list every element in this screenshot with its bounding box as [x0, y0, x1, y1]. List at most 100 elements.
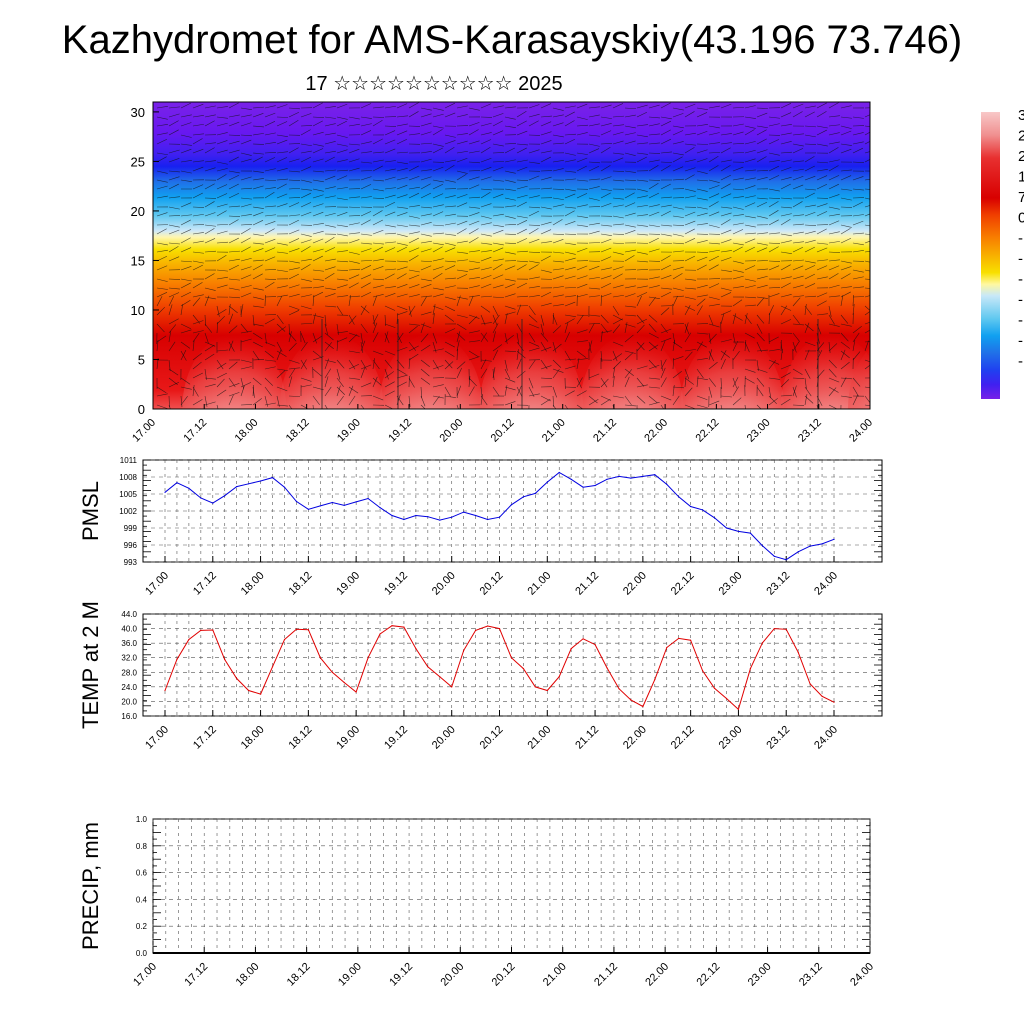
wind-barb: [576, 340, 588, 343]
temp-data-point: [630, 699, 632, 701]
wind-barb: [408, 325, 418, 334]
wind-barb: [240, 213, 252, 217]
wind-barb: [456, 367, 462, 379]
wind-barb: [468, 196, 480, 199]
wind-barb: [180, 282, 191, 289]
pmsl-data-point: [176, 482, 178, 484]
wind-barb: [324, 116, 336, 119]
wind-barb: [504, 265, 516, 271]
wind-barb: [672, 152, 684, 156]
temp-data-point: [678, 637, 680, 640]
wind-barb: [816, 276, 828, 280]
wind-barb: [348, 282, 359, 289]
wind-barb: [516, 130, 528, 136]
wind-barb: [252, 152, 264, 155]
wind-barb: [228, 361, 238, 370]
wind-barb: [408, 237, 419, 244]
wind-barb: [696, 376, 699, 388]
wind-barb: [180, 278, 192, 282]
wind-barb: [444, 146, 455, 154]
section-y-tick-label: 20: [131, 204, 145, 219]
wind-barb: [504, 215, 516, 219]
pmsl-data-point: [475, 514, 477, 517]
wind-barb: [828, 251, 840, 254]
wind-barb: [552, 313, 554, 325]
wind-barb: [768, 287, 780, 289]
wind-barb: [168, 295, 175, 307]
wind-barb: [360, 176, 372, 181]
wind-barb: [360, 274, 372, 280]
wind-barb: [360, 340, 366, 352]
wind-barb: [420, 311, 432, 316]
temp-y-tick-label: 36.0: [121, 639, 137, 648]
wind-barb: [660, 340, 666, 352]
temp-x-tick-label: 21.12: [573, 724, 601, 752]
wind-barb: [588, 323, 595, 334]
temp-data-point: [558, 676, 560, 678]
wind-barb: [564, 170, 576, 173]
wind-barb: [228, 140, 240, 145]
wind-barb: [384, 139, 396, 145]
wind-barb: [612, 284, 624, 289]
wind-barb: [756, 247, 768, 253]
wind-barb: [180, 247, 192, 253]
wind-barb: [456, 194, 468, 199]
wind-barb: [564, 188, 576, 192]
wind-barb: [312, 350, 322, 359]
wind-barb: [636, 395, 646, 404]
temp-x-tick-label: 17.12: [191, 724, 219, 752]
wind-barb: [360, 211, 372, 217]
wind-barb: [432, 395, 444, 399]
wind-barb: [264, 157, 276, 163]
wind-barb: [276, 104, 288, 109]
pmsl-data-point: [200, 497, 202, 499]
wind-barb: [660, 275, 672, 280]
wind-barb: [588, 276, 600, 280]
wind-barb: [672, 340, 676, 352]
wind-barb: [192, 232, 204, 235]
precip-data-point: [370, 952, 372, 954]
pmsl-data-point: [164, 491, 166, 493]
wind-barb: [540, 365, 552, 370]
wind-barb: [564, 111, 575, 118]
wind-barb: [180, 122, 192, 127]
wind-barb: [180, 350, 187, 361]
wind-barb: [300, 211, 312, 217]
wind-barb: [444, 260, 456, 263]
wind-barb: [432, 129, 443, 136]
wind-barb: [768, 152, 780, 156]
wind-barb: [372, 165, 383, 172]
wind-barb: [516, 341, 524, 352]
wind-barb: [780, 398, 791, 406]
wind-barb: [324, 305, 336, 308]
colorbar-label: 2: [1018, 148, 1024, 165]
wind-barb: [612, 233, 625, 235]
wind-barb: [300, 264, 311, 271]
wind-barb: [708, 105, 720, 109]
wind-barb: [600, 130, 612, 136]
wind-barb: [156, 386, 167, 394]
pmsl-axis-title: PMSL: [78, 481, 103, 541]
wind-barb: [348, 260, 360, 264]
wind-barb: [408, 215, 420, 219]
wind-barb: [660, 183, 671, 190]
wind-barb: [360, 305, 370, 314]
wind-barb: [864, 395, 870, 404]
warm-core: [479, 334, 584, 409]
section-y-tick-label: 30: [131, 105, 145, 120]
temp-data-point: [463, 649, 465, 652]
wind-barb: [720, 350, 730, 358]
wind-barb: [396, 184, 408, 190]
wind-barb: [756, 197, 768, 200]
wind-barb: [600, 330, 612, 334]
wind-barb: [336, 340, 339, 352]
precip-x-tick-label: 21.00: [541, 961, 569, 989]
wind-barb: [708, 249, 720, 253]
wind-barb: [516, 159, 528, 163]
wind-barb: [408, 247, 420, 253]
wind-barb: [516, 238, 528, 244]
wind-barb: [468, 150, 480, 154]
pmsl-data-point: [534, 492, 536, 494]
wind-barb: [324, 123, 336, 127]
